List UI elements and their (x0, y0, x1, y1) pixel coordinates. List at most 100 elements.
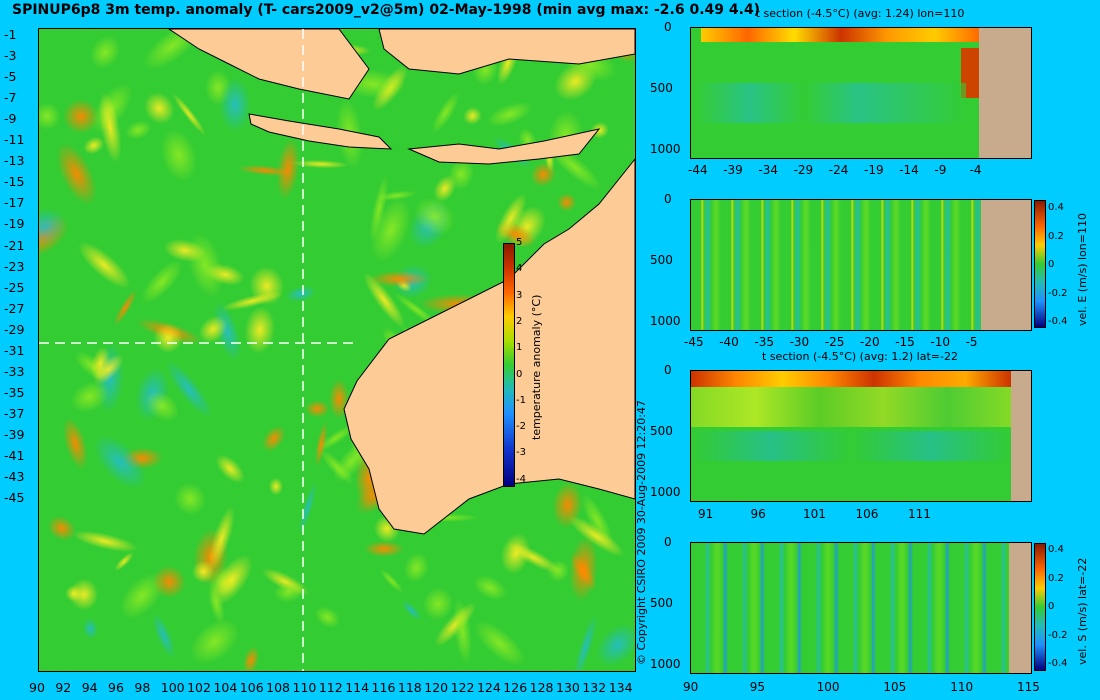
anomaly-blob (113, 289, 137, 326)
anomaly-blob (172, 93, 206, 136)
anomaly-blob (144, 390, 180, 422)
panel1-x-tick: -39 (723, 163, 743, 177)
map-lat-tick: -39 (4, 426, 25, 442)
map-lon-tick: 128 (529, 680, 554, 695)
anomaly-blob (500, 533, 531, 575)
panel4-colorbar-tick: 0 (1048, 601, 1055, 612)
map-lat-tick: -41 (4, 448, 25, 463)
anomaly-blob (210, 554, 253, 606)
anomaly-blob (39, 208, 67, 246)
anomaly-blob (163, 238, 207, 262)
anomaly-blob (474, 620, 525, 667)
map-lon-tick: 92 (55, 680, 72, 695)
anomaly-blob (315, 421, 328, 467)
panel2-colorbar-tick: 0.4 (1048, 202, 1064, 213)
panel3-y-tick: 500 (650, 424, 673, 438)
panel2-colorbar-tick: 0 (1048, 259, 1055, 270)
anomaly-blob (160, 129, 197, 182)
map-lon-tick: 118 (397, 680, 422, 695)
panel1-x-tick: -24 (828, 163, 849, 177)
anomaly-blob (125, 120, 152, 140)
map-colorbar-tick: 1 (516, 342, 523, 354)
panel1-y-tick: 500 (650, 81, 673, 95)
anomaly-blob (119, 573, 165, 619)
panel2-x-tick: -30 (789, 335, 810, 349)
map-lat-tick: -35 (4, 384, 25, 400)
panel1-mid-band (696, 83, 966, 123)
map-lon-tick: 96 (108, 680, 124, 695)
panel2-colorbar (1034, 200, 1046, 328)
panel1-y-tick: 0 (664, 20, 672, 34)
map-lon-tick: 94 (81, 680, 98, 695)
anomaly-blob (90, 35, 121, 69)
panel2-x-tick: -5 (965, 335, 978, 349)
anomaly-blob (268, 477, 284, 496)
map-colorbar-label: temperature anomaly (°C) (530, 294, 543, 440)
panel1-y-tick: 1000 (650, 142, 681, 156)
map-colorbar (503, 243, 515, 487)
map-lat-tick: -27 (4, 300, 25, 316)
map-lon-tick: 132 (582, 680, 607, 695)
anomaly-blob (114, 552, 134, 571)
anomaly-blob (298, 481, 317, 535)
anomaly-blob (144, 92, 175, 125)
map-lat-tick: -45 (4, 490, 25, 506)
anomaly-blob (276, 138, 300, 200)
map-lat-tick: -37 (4, 405, 25, 421)
panel2-colorbar-tick: 0.2 (1048, 230, 1064, 242)
anomaly-blob (198, 315, 228, 343)
anomaly-blob (292, 159, 350, 169)
copyright-text: © Copyright CSIRO 2009 30-Aug-2009 12:20… (635, 399, 648, 665)
map-colorbar-tick: 2 (516, 315, 523, 327)
anomaly-blob (379, 568, 404, 594)
panel2-x-tick: -35 (754, 335, 774, 349)
panel2-colorbar-tick: -0.2 (1048, 287, 1068, 299)
map-colorbar-tick: -4 (516, 473, 526, 485)
anomaly-blob (237, 165, 294, 176)
panel1-x-tick: -34 (758, 163, 778, 177)
panel1-x-tick: -4 (969, 163, 982, 177)
sumatra-land (168, 29, 370, 100)
anomaly-blob (191, 560, 215, 583)
panel4-land (1009, 543, 1031, 673)
map-lon-tick: 130 (556, 680, 580, 695)
anomaly-blob (453, 598, 472, 664)
map-lat-tick: -43 (4, 469, 25, 485)
panel4-x-tick: 90 (683, 680, 699, 694)
map-lon-tick: 110 (292, 680, 317, 695)
map-lon-tick: 114 (345, 680, 370, 695)
map-lon-tick: 100 (160, 680, 185, 695)
anomaly-blob (433, 175, 457, 202)
anomaly-blob (63, 99, 99, 134)
panel3-surface-warm (691, 371, 1011, 387)
map-lat-tick: -31 (4, 342, 25, 358)
map-lon-tick: 98 (134, 680, 151, 695)
map-lat-tick: -17 (4, 195, 25, 211)
anomaly-blob (414, 197, 455, 236)
panel4-colorbar-label: vel. S (m/s) lat=-22 (1076, 557, 1089, 665)
map-lat-tick: -23 (4, 258, 25, 274)
anomaly-blob (82, 618, 98, 640)
anomaly-blob (98, 92, 122, 163)
map-lon-tick: 90 (29, 680, 45, 695)
anomaly-blob (190, 619, 240, 665)
anomaly-blob (570, 552, 597, 591)
anomaly-blob (273, 581, 304, 603)
figure-title: SPINUP6p8 3m temp. anomaly (T- cars2009_… (12, 2, 761, 18)
anomaly-blob (83, 136, 105, 155)
anomaly-blob (174, 482, 206, 516)
anomaly-blob (153, 323, 183, 353)
panel4-x-tick: 95 (749, 680, 766, 694)
panel3-mid-band (691, 431, 1011, 461)
panel2-y-tick: 0 (664, 192, 672, 206)
anomaly-blob (314, 606, 341, 629)
panel1-land (979, 28, 1031, 158)
panel2-y-tick: 500 (650, 253, 673, 267)
anomaly-blob (285, 285, 317, 302)
anomaly-blob (39, 102, 61, 130)
anomaly-blob (242, 646, 260, 671)
map-lat-tick: -9 (4, 111, 17, 127)
anomaly-blob (473, 575, 508, 601)
panel4-x-tick: 115 (1017, 680, 1040, 694)
panel3-section (690, 370, 1032, 502)
